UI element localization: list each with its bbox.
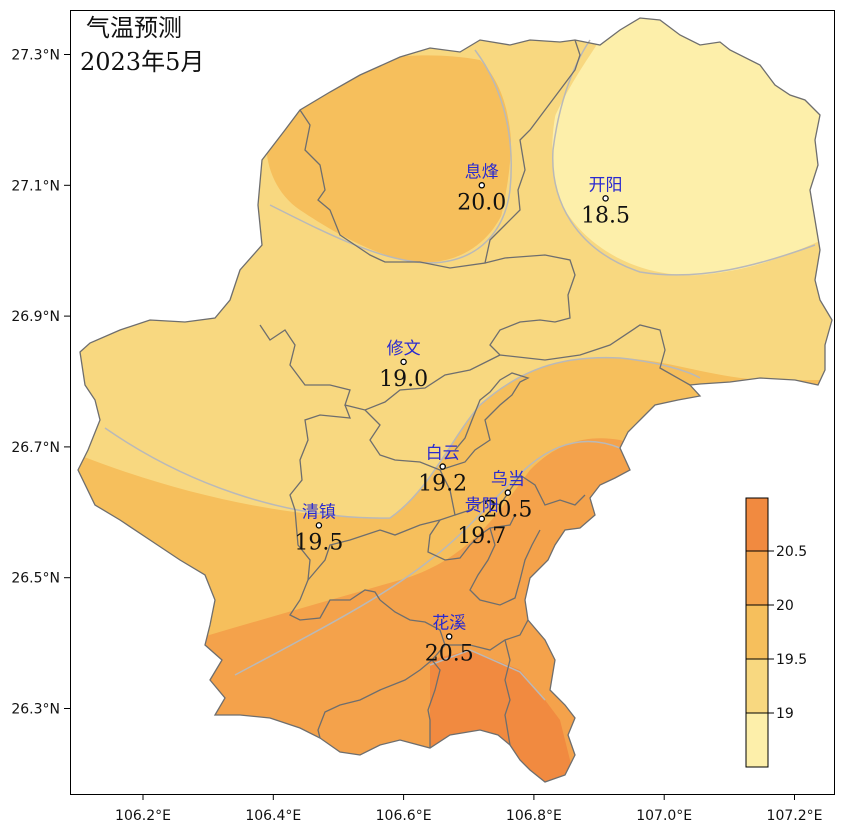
- colorbar-label: 19.5: [776, 652, 807, 668]
- zone-20-north: [266, 55, 512, 263]
- city-dot: [445, 633, 453, 640]
- city-value: 19.2: [418, 472, 467, 497]
- city-息烽: 息烽 20.0: [457, 162, 506, 215]
- y-tick-label: 27.1°N: [11, 178, 60, 194]
- city-dot: [602, 195, 609, 202]
- colorbar-segment-19-5: [746, 605, 768, 659]
- colorbar-segment-19: [746, 659, 768, 713]
- colorbar-label: 20: [776, 598, 794, 614]
- city-dot: [478, 182, 486, 189]
- y-tick-label: 26.9°N: [11, 309, 60, 325]
- county-borders: [77, 17, 833, 783]
- colorbar-segment-18-5: [746, 713, 768, 767]
- map-subtitle: 2023年5月: [80, 48, 204, 76]
- x-tick-label: 106.2°E: [115, 808, 171, 824]
- city-乌当: 乌当 20.5: [483, 470, 532, 523]
- city-name: 花溪: [432, 614, 466, 634]
- x-tick-label: 107.2°E: [767, 808, 823, 824]
- colorbar-outline: [745, 497, 769, 768]
- map-frame: [70, 10, 835, 795]
- city-value: 19.0: [379, 367, 428, 392]
- city-value: 19.5: [294, 530, 343, 555]
- city-修文: 修文 19.0: [379, 339, 428, 392]
- zone-19-mid: [480, 40, 600, 265]
- city-dot: [478, 515, 486, 523]
- city-花溪: 花溪 20.5: [425, 614, 474, 667]
- zone-18-5: [552, 18, 832, 276]
- city-dot: [504, 489, 512, 496]
- y-tick-label: 26.3°N: [11, 702, 60, 718]
- contour-lines: [104, 39, 816, 701]
- colorbar-segment-20-5: [746, 498, 768, 551]
- city-dot: [400, 358, 407, 366]
- colorbar: 20.5 20 19.5 19: [745, 497, 807, 768]
- city-贵阳: 贵阳 19.7: [457, 496, 506, 549]
- y-tick-label: 26.5°N: [11, 571, 60, 587]
- city-清镇: 清镇 19.5: [294, 502, 343, 555]
- city-name: 息烽: [465, 162, 499, 182]
- city-value: 18.5: [581, 203, 630, 228]
- city-value: 20.5: [483, 498, 532, 523]
- city-dot: [439, 463, 446, 470]
- colorbar-label: 19: [776, 706, 794, 722]
- city-name: 修文: [387, 339, 421, 359]
- city-开阳: 开阳 18.5: [581, 175, 630, 228]
- city-name: 白云: [426, 444, 460, 464]
- x-axis: 106.2°E 106.4°E 106.6°E 106.8°E 107.0°E 107.2…: [115, 794, 822, 824]
- colorbar-ticks: 20.5 20 19.5 19: [746, 544, 807, 722]
- city-value: 20.5: [425, 642, 474, 667]
- city-name: 乌当: [491, 470, 525, 490]
- y-tick-label: 27.3°N: [11, 48, 60, 64]
- map-title: 气温预测: [86, 14, 182, 42]
- colorbar-label: 20.5: [776, 544, 807, 560]
- city-dot: [315, 522, 323, 529]
- city-name: 开阳: [589, 175, 623, 195]
- x-tick-label: 107.0°E: [636, 808, 692, 824]
- city-value: 19.7: [457, 524, 506, 549]
- city-name: 清镇: [302, 502, 336, 522]
- city-白云: 白云 19.2: [418, 444, 467, 497]
- y-axis: 27.3°N 27.1°N 26.9°N 26.7°N 26.5°N 26.3°N: [11, 48, 70, 718]
- city-value: 20.0: [457, 190, 506, 215]
- x-tick-label: 106.4°E: [245, 808, 301, 824]
- colorbar-segment-20: [746, 551, 768, 605]
- x-tick-label: 106.6°E: [376, 808, 432, 824]
- y-tick-label: 26.7°N: [11, 440, 60, 456]
- x-tick-label: 106.8°E: [506, 808, 562, 824]
- city-name: 贵阳: [465, 496, 499, 516]
